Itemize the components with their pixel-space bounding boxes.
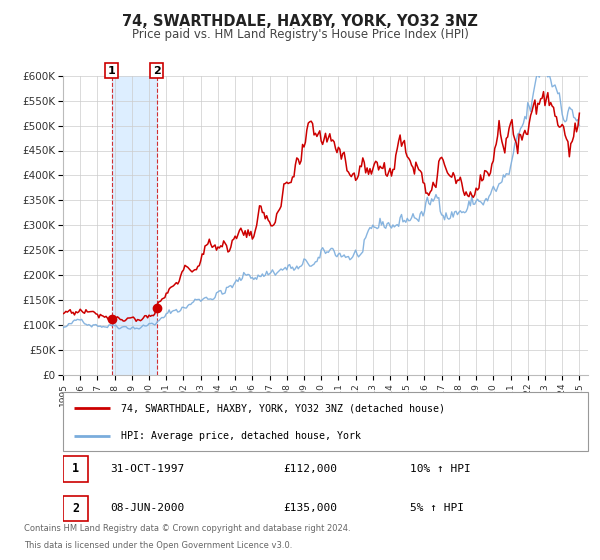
Text: 74, SWARTHDALE, HAXBY, YORK, YO32 3NZ (detached house): 74, SWARTHDALE, HAXBY, YORK, YO32 3NZ (d… <box>121 403 445 413</box>
Text: This data is licensed under the Open Government Licence v3.0.: This data is licensed under the Open Gov… <box>24 541 292 550</box>
Text: £112,000: £112,000 <box>284 464 337 474</box>
Text: Contains HM Land Registry data © Crown copyright and database right 2024.: Contains HM Land Registry data © Crown c… <box>24 524 350 533</box>
Text: 08-JUN-2000: 08-JUN-2000 <box>110 503 185 513</box>
Text: 10% ↑ HPI: 10% ↑ HPI <box>409 464 470 474</box>
Text: 2: 2 <box>153 66 161 76</box>
FancyBboxPatch shape <box>63 456 88 482</box>
Text: 2: 2 <box>72 502 79 515</box>
Text: Price paid vs. HM Land Registry's House Price Index (HPI): Price paid vs. HM Land Registry's House … <box>131 28 469 41</box>
Bar <box>112 76 157 375</box>
Text: 1: 1 <box>72 463 79 475</box>
Text: 5% ↑ HPI: 5% ↑ HPI <box>409 503 464 513</box>
FancyBboxPatch shape <box>63 392 588 451</box>
Text: HPI: Average price, detached house, York: HPI: Average price, detached house, York <box>121 431 361 441</box>
Text: 31-OCT-1997: 31-OCT-1997 <box>110 464 185 474</box>
FancyBboxPatch shape <box>63 496 88 521</box>
Text: £135,000: £135,000 <box>284 503 337 513</box>
Text: 74, SWARTHDALE, HAXBY, YORK, YO32 3NZ: 74, SWARTHDALE, HAXBY, YORK, YO32 3NZ <box>122 14 478 29</box>
Text: 1: 1 <box>108 66 116 76</box>
